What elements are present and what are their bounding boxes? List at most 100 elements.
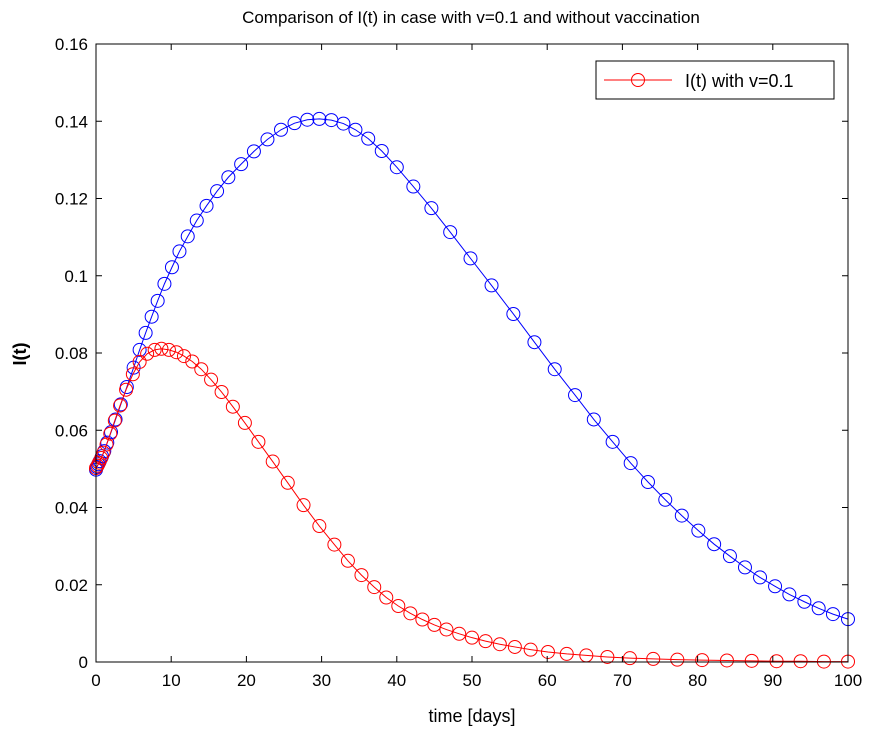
data-point-marker — [144, 309, 159, 324]
y-tick-label: 0.08 — [55, 344, 88, 363]
y-tick-label: 0.16 — [55, 35, 88, 54]
data-point-marker — [374, 143, 389, 158]
x-tick-label: 90 — [763, 671, 782, 690]
data-point-marker — [125, 367, 140, 382]
data-point-marker — [427, 617, 442, 632]
data-point-marker — [586, 412, 601, 427]
series-line — [95, 348, 848, 663]
data-point-marker — [90, 458, 105, 473]
data-point-marker — [176, 349, 191, 364]
data-point-marker — [336, 116, 351, 131]
plot-area — [89, 111, 855, 669]
data-point-marker — [280, 475, 295, 490]
y-tick-label: 0.1 — [64, 267, 88, 286]
data-point-marker — [161, 342, 176, 357]
chart-title: Comparison of I(t) in case with v=0.1 an… — [242, 8, 700, 27]
data-point-marker — [811, 601, 826, 616]
y-axis-label: I(t) — [10, 343, 30, 366]
data-point-marker — [327, 537, 342, 552]
data-point-marker — [234, 157, 249, 172]
data-point-marker — [367, 580, 382, 595]
data-point-marker — [623, 456, 638, 471]
y-tick-label: 0.02 — [55, 576, 88, 595]
data-point-marker — [103, 426, 118, 441]
x-tick-label: 10 — [162, 671, 181, 690]
data-point-marker — [265, 454, 280, 469]
data-point-marker — [753, 570, 768, 585]
data-point-marker — [691, 523, 706, 538]
data-point-marker — [221, 170, 236, 185]
y-tick-label: 0.14 — [55, 112, 88, 131]
data-point-marker — [484, 278, 499, 293]
series-vaccination-v-0-1 — [89, 341, 855, 669]
y-tick-label: 0 — [79, 653, 88, 672]
data-point-marker — [674, 508, 689, 523]
data-point-marker — [540, 644, 555, 659]
data-point-marker — [605, 434, 620, 449]
data-point-marker — [768, 579, 783, 594]
data-point-marker — [391, 598, 406, 613]
data-point-marker — [695, 653, 710, 668]
data-point-marker — [719, 653, 734, 668]
y-tick-label: 0.06 — [55, 421, 88, 440]
data-point-marker — [273, 122, 288, 137]
data-point-marker — [744, 653, 759, 668]
data-point-marker — [354, 568, 369, 583]
data-point-marker — [113, 398, 128, 413]
data-point-marker — [210, 184, 225, 199]
x-tick-label: 100 — [834, 671, 862, 690]
data-point-marker — [465, 630, 479, 645]
data-point-marker — [797, 594, 812, 609]
data-point-marker — [312, 519, 327, 534]
data-point-marker — [169, 345, 184, 360]
data-point-marker — [782, 587, 797, 602]
data-point-marker — [506, 306, 521, 321]
data-point-marker — [452, 626, 467, 641]
data-point-marker — [670, 652, 685, 667]
data-point-marker — [389, 160, 404, 175]
data-point-marker — [527, 335, 542, 350]
data-point-marker — [769, 654, 784, 669]
legend: I(t) with v=0.1 — [595, 60, 835, 100]
data-point-marker — [96, 445, 111, 460]
legend-label: I(t) with v=0.1 — [685, 71, 794, 91]
data-point-marker — [172, 244, 187, 259]
x-axis-label: time [days] — [428, 706, 515, 726]
x-tick-label: 20 — [237, 671, 256, 690]
x-tick-label: 50 — [463, 671, 482, 690]
data-point-marker — [547, 362, 562, 377]
data-point-marker — [157, 276, 172, 291]
data-point-marker — [132, 354, 147, 369]
data-point-marker — [361, 131, 376, 146]
data-point-marker — [237, 415, 252, 430]
data-point-marker — [108, 412, 123, 427]
data-point-marker — [312, 111, 327, 126]
data-point-marker — [214, 385, 229, 400]
data-point-marker — [260, 132, 275, 147]
data-point-marker — [180, 229, 195, 244]
data-point-marker — [793, 654, 808, 669]
data-point-marker — [646, 651, 661, 666]
data-point-marker — [150, 293, 165, 308]
data-point-marker — [154, 341, 169, 356]
data-point-marker — [406, 179, 421, 194]
x-tick-label: 0 — [91, 671, 100, 690]
data-point-marker — [658, 492, 673, 507]
data-point-marker — [492, 637, 507, 652]
data-point-marker — [296, 498, 311, 513]
data-point-marker — [640, 475, 655, 490]
data-point-marker — [140, 346, 155, 361]
data-point-marker — [138, 325, 153, 340]
data-point-marker — [559, 646, 574, 661]
data-point-marker — [251, 434, 266, 449]
data-point-marker — [507, 639, 522, 654]
legend-marker-swatch — [631, 73, 645, 87]
data-point-marker — [164, 260, 179, 275]
data-point-marker — [439, 622, 454, 637]
x-tick-label: 40 — [387, 671, 406, 690]
data-point-marker — [194, 362, 209, 377]
data-point-marker — [825, 607, 840, 622]
data-point-marker — [463, 251, 478, 266]
